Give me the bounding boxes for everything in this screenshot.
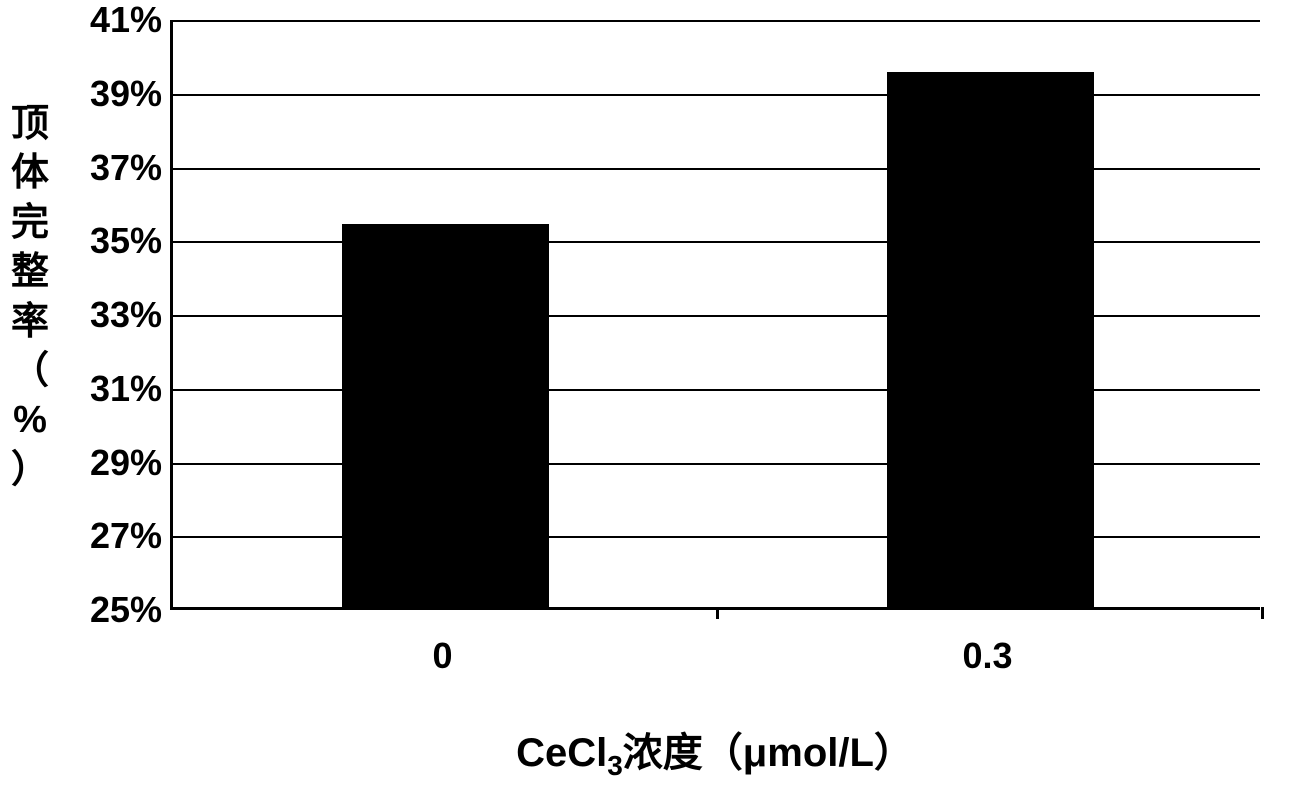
grid-line [173,241,1260,243]
y-tick-label: 39% [42,73,162,115]
y-tick-label: 25% [42,589,162,631]
y-tick-label: 33% [42,294,162,336]
x-tick-label: 0.3 [962,635,1012,677]
y-tick-label: 31% [42,368,162,410]
x-tick-mark [716,607,719,619]
x-axis-label-sub: 3 [607,750,623,781]
grid-line [173,168,1260,170]
bar [887,72,1094,607]
grid-line [173,463,1260,465]
x-axis-label-main: CeCl [516,731,607,775]
x-tick-mark [1261,607,1264,619]
y-tick-label: 27% [42,515,162,557]
y-tick-label: 35% [42,220,162,262]
y-tick-label: 29% [42,442,162,484]
bar-chart: 顶体完整率（%） 25%27%29%31%33%35%37%39%41% 00.… [0,0,1302,806]
plot-area [170,20,1260,610]
x-tick-label: 0 [432,635,452,677]
grid-line [173,536,1260,538]
x-axis-label-tail: 浓度（μmol/L） [623,731,914,775]
x-axis-label: CeCl3浓度（μmol/L） [170,720,1260,782]
grid-line [173,20,1260,22]
grid-line [173,315,1260,317]
grid-line [173,94,1260,96]
y-tick-label: 37% [42,147,162,189]
grid-line [173,389,1260,391]
bar [342,224,549,608]
y-tick-label: 41% [42,0,162,41]
